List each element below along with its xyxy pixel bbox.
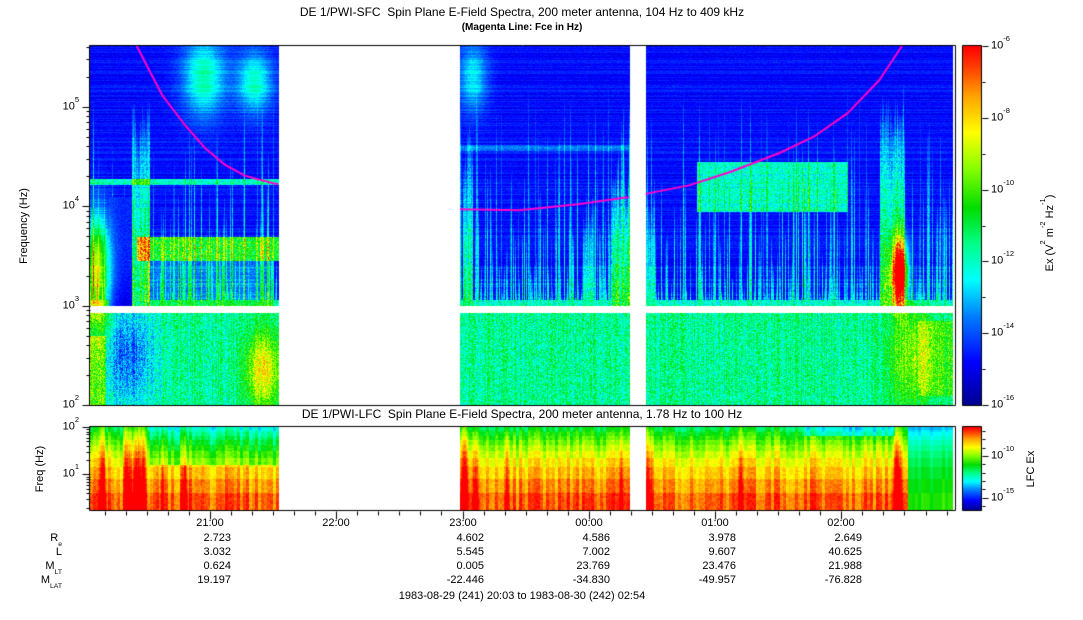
- ephemeris-value: -76.828: [824, 574, 862, 586]
- ephemeris-value: 2.723: [203, 532, 231, 544]
- lfc-ytick-10e2: 102: [62, 415, 79, 433]
- ephemeris-row-label-re: Re: [50, 532, 62, 548]
- lfc-cbtick-10e-15: 10-15: [991, 486, 1015, 504]
- sfc-title: DE 1/PWI-SFC Spin Plane E-Field Spectra,…: [299, 5, 745, 19]
- ephemeris-value: 7.002: [582, 546, 610, 558]
- lfc-title: DE 1/PWI-LFC Spin Plane E-Field Spectra,…: [301, 407, 743, 421]
- ephemeris-value: 23.476: [702, 560, 736, 572]
- sfc-cbtick-10e-8: 10-8: [991, 106, 1010, 124]
- fce-line-note: (Magenta Line: Fce in Hz): [461, 22, 583, 33]
- sfc-cbtick-10e-10: 10-10: [991, 178, 1015, 196]
- sfc-y-axis-label: Frequency (Hz): [17, 188, 30, 264]
- lfc-cbtick-10e-10: 10-10: [991, 444, 1015, 462]
- time-tick-label-0000: 00:00: [575, 517, 603, 529]
- ephemeris-row-label-l: L: [55, 546, 62, 558]
- sfc-cbtick-10e-14: 10-14: [991, 321, 1015, 339]
- ephemeris-row-label-mlt: MLT: [45, 560, 62, 576]
- ephemeris-value: 4.602: [456, 532, 484, 544]
- sfc-cbtick-10e-12: 10-12: [991, 249, 1015, 267]
- time-tick-label-2100: 21:00: [196, 517, 224, 529]
- sfc-ytick-10e3: 103: [62, 294, 79, 312]
- ephemeris-value: 21.988: [828, 560, 862, 572]
- ephemeris-value: 19.197: [197, 574, 231, 586]
- sfc-cbtick-10e-16: 10-16: [991, 393, 1015, 411]
- sfc-cbtick-10e-6: 10-6: [991, 34, 1010, 52]
- sfc-ytick-10e2: 102: [62, 393, 79, 411]
- lfc-colorbar-label: LFC Ex: [1024, 450, 1037, 488]
- ephemeris-value: -22.446: [446, 574, 484, 586]
- sfc-colorbar-label: Ex (V2 m-2 Hz-1): [1038, 194, 1056, 272]
- lfc-y-axis-label: Freq (Hz): [33, 445, 46, 493]
- time-range-footer: 1983-08-29 (241) 20:03 to 1983-08-30 (24…: [398, 590, 646, 602]
- ephemeris-value: 5.545: [456, 546, 484, 558]
- time-tick-label-2200: 22:00: [322, 517, 350, 529]
- ephemeris-value: 23.769: [576, 560, 610, 572]
- time-tick-label-2300: 23:00: [449, 517, 477, 529]
- ephemeris-value: 4.586: [582, 532, 610, 544]
- ephemeris-value: 9.607: [708, 546, 736, 558]
- ephemeris-value: 2.649: [834, 532, 862, 544]
- ephemeris-value: 3.032: [203, 546, 231, 558]
- lfc-ytick-10e1: 101: [62, 462, 79, 480]
- ephemeris-row-label-mlat: MLAT: [40, 574, 62, 590]
- ephemeris-value: -49.957: [698, 574, 736, 586]
- time-tick-label-0100: 01:00: [701, 517, 729, 529]
- ephemeris-value: 0.005: [456, 560, 484, 572]
- ephemeris-value: -34.830: [572, 574, 610, 586]
- ephemeris-value: 3.978: [708, 532, 736, 544]
- ephemeris-value: 0.624: [203, 560, 231, 572]
- sfc-ytick-10e5: 105: [62, 95, 79, 113]
- time-tick-label-0200: 02:00: [827, 517, 855, 529]
- sfc-ytick-10e4: 104: [62, 194, 79, 212]
- ephemeris-value: 40.625: [828, 546, 862, 558]
